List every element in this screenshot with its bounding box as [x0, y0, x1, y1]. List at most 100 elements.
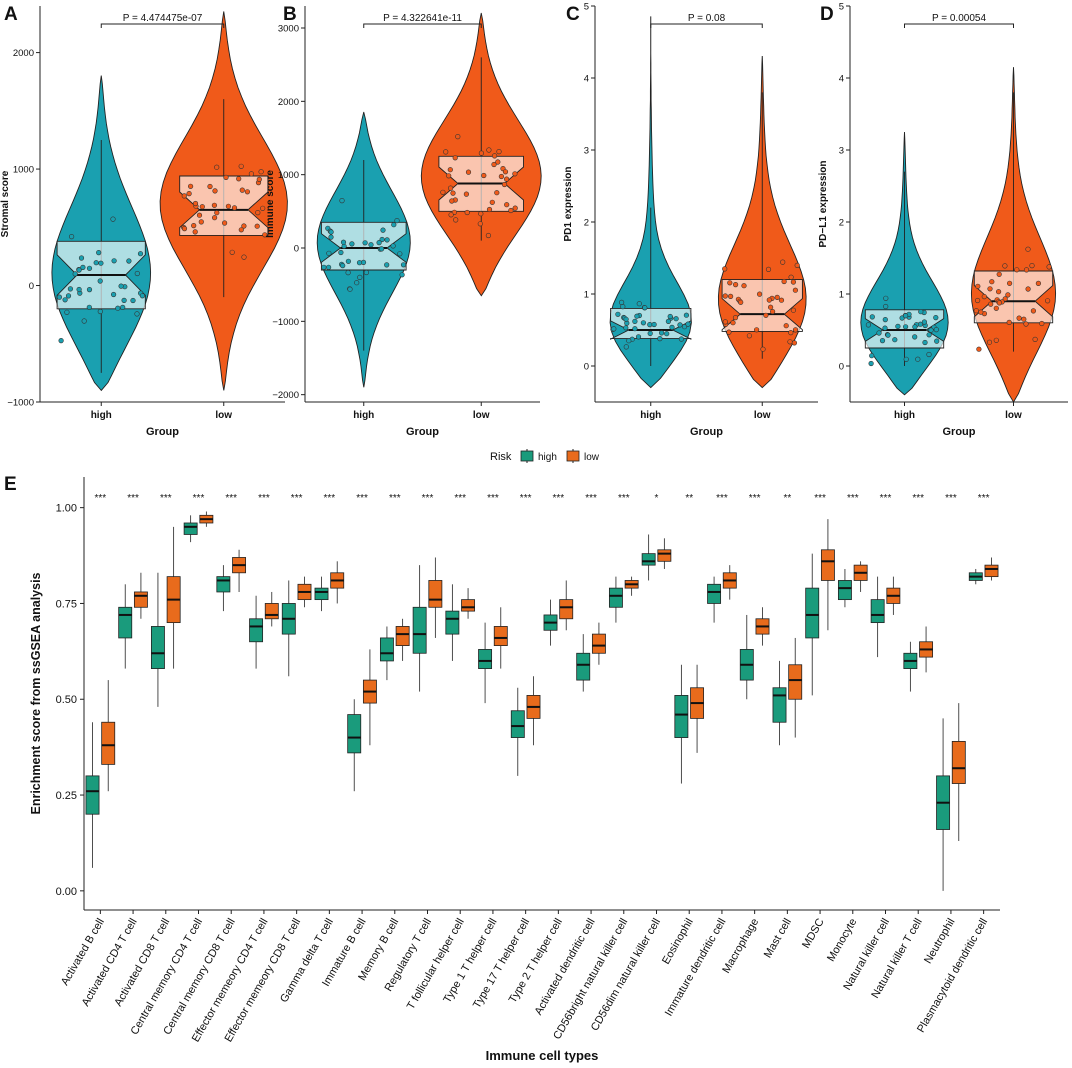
data-point-low — [995, 289, 1002, 295]
box-low — [461, 599, 476, 612]
data-point-low — [223, 174, 229, 180]
data-point-low — [1035, 280, 1041, 287]
significance-label: *** — [880, 493, 892, 504]
data-point-low — [478, 150, 485, 156]
box-low — [820, 549, 835, 581]
data-point-low — [495, 159, 501, 165]
data-point-low — [730, 320, 736, 326]
data-point-low — [443, 149, 449, 155]
data-point-high — [67, 286, 73, 292]
pvalue-bracket — [363, 23, 482, 28]
data-point-high — [657, 336, 663, 342]
data-point-high — [379, 236, 385, 243]
data-point-high — [345, 270, 351, 276]
box-high — [150, 626, 165, 669]
data-point-high — [926, 332, 932, 338]
data-point-low — [481, 172, 487, 179]
data-point-high — [86, 304, 92, 310]
x-tick-label: Activated dendritic cell — [533, 917, 598, 1018]
legend-high-label: high — [538, 452, 557, 463]
data-point-low — [738, 299, 744, 305]
data-point-low — [973, 308, 979, 314]
panel-label: B — [283, 4, 297, 25]
data-point-high — [636, 301, 642, 307]
y-tick-label: 0.75 — [56, 598, 77, 610]
significance-label: *** — [814, 493, 826, 504]
data-point-high — [647, 330, 653, 337]
box-low — [264, 603, 279, 620]
data-point-high — [618, 299, 625, 306]
x-tick-label: T follicular helper cell — [405, 917, 467, 1012]
y-tick-label: 1000 — [13, 165, 34, 176]
data-point-low — [491, 161, 497, 168]
data-point-high — [926, 351, 932, 358]
x-tick-label: Immature dendritic cell — [663, 917, 729, 1019]
data-point-low — [452, 155, 458, 161]
box-low — [951, 740, 966, 784]
data-point-low — [260, 205, 266, 211]
y-tick-label: 0 — [839, 362, 844, 373]
data-point-low — [774, 294, 780, 301]
data-point-high — [895, 323, 901, 330]
data-point-low — [746, 333, 753, 339]
data-point-low — [486, 147, 492, 153]
y-tick-label: 2000 — [13, 48, 34, 59]
data-point-low — [1029, 263, 1035, 269]
data-point-low — [1002, 263, 1008, 269]
data-point-low — [1030, 308, 1036, 314]
data-point-high — [677, 322, 683, 328]
significance-label: *** — [945, 493, 957, 504]
data-point-low — [256, 176, 262, 182]
data-point-low — [477, 221, 483, 227]
data-point-low — [199, 204, 205, 210]
data-point-low — [464, 209, 470, 216]
data-point-high — [137, 251, 144, 257]
data-point-high — [642, 305, 648, 311]
y-tick-label: 3 — [839, 146, 844, 157]
data-point-high — [134, 270, 140, 277]
box-high — [510, 710, 525, 738]
box-high — [641, 553, 656, 566]
data-point-low — [732, 282, 739, 288]
data-point-low — [996, 271, 1002, 277]
data-point-low — [192, 229, 198, 235]
data-point-high — [356, 260, 363, 266]
data-point-low — [781, 278, 787, 285]
significance-label: *** — [422, 493, 434, 504]
data-point-high — [110, 216, 116, 222]
data-point-low — [181, 193, 187, 199]
data-point-low — [496, 149, 502, 155]
data-point-high — [391, 222, 397, 228]
data-point-high — [126, 258, 132, 264]
y-tick-label: 2 — [839, 218, 844, 229]
data-point-high — [134, 311, 140, 317]
data-point-low — [981, 294, 987, 300]
data-point-high — [902, 313, 909, 319]
panel-label: E — [4, 474, 17, 495]
data-point-high — [76, 286, 82, 293]
significance-label: *** — [454, 493, 466, 504]
data-point-low — [722, 293, 728, 299]
data-point-low — [239, 187, 245, 193]
data-point-high — [623, 344, 629, 350]
x-tick-label: Monocyte — [825, 917, 859, 964]
significance-label: ** — [685, 493, 693, 504]
pvalue-label: P = 0.00054 — [932, 13, 986, 24]
box-low — [984, 564, 999, 578]
significance-label: *** — [520, 493, 532, 504]
data-point-high — [72, 271, 78, 277]
data-point-high — [347, 286, 353, 292]
data-point-high — [98, 260, 104, 266]
data-point-high — [56, 294, 63, 300]
data-point-low — [993, 337, 999, 343]
data-point-low — [211, 202, 217, 208]
data-point-low — [191, 223, 197, 229]
data-point-high — [397, 251, 403, 257]
x-axis-label: Group — [406, 426, 439, 438]
data-point-low — [222, 220, 228, 226]
x-tick-label: Neutrophil — [922, 917, 957, 966]
data-point-high — [139, 293, 145, 299]
data-point-high — [882, 325, 888, 331]
data-point-low — [769, 309, 776, 315]
y-tick-label: 0 — [294, 244, 299, 255]
